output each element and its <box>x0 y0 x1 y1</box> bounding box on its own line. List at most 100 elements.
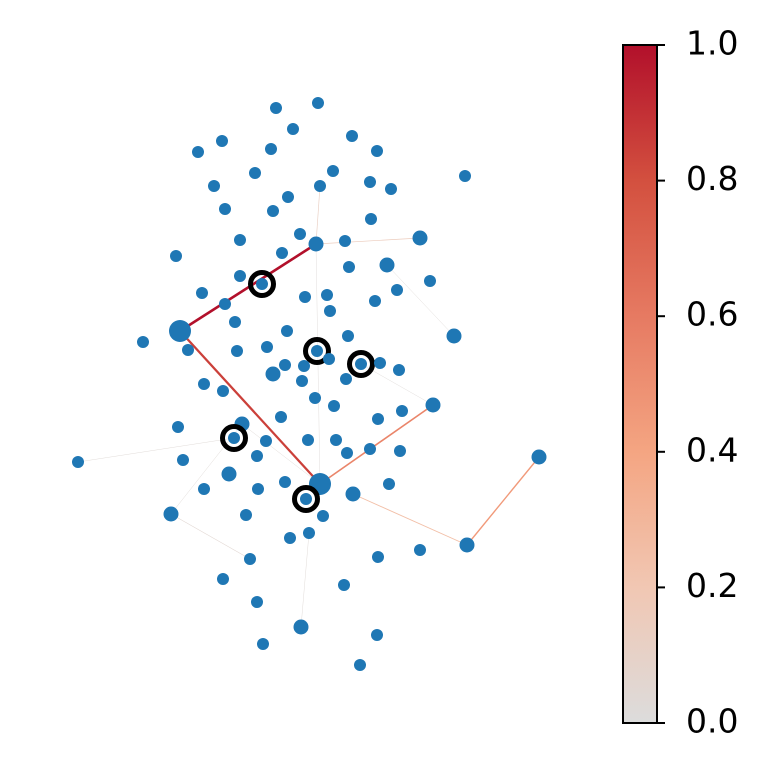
edge <box>352 493 468 546</box>
edge <box>241 423 321 485</box>
nodes <box>72 97 547 671</box>
node <box>531 449 547 465</box>
edge <box>300 532 310 628</box>
node <box>170 250 182 262</box>
node <box>265 143 277 155</box>
colorbar <box>622 44 658 724</box>
node <box>345 486 361 502</box>
node <box>244 553 256 565</box>
node <box>267 205 279 217</box>
node <box>346 130 358 142</box>
edge <box>386 264 455 337</box>
colorbar-tick-label: 1.0 <box>686 24 738 63</box>
node <box>221 466 237 482</box>
node <box>282 191 294 203</box>
node <box>279 359 291 371</box>
node <box>414 544 426 556</box>
node <box>217 573 229 585</box>
node <box>219 298 231 310</box>
node <box>394 445 406 457</box>
node <box>275 411 287 423</box>
node <box>425 397 441 413</box>
node <box>312 97 324 109</box>
node <box>302 434 314 446</box>
node <box>308 236 324 252</box>
node <box>446 328 462 344</box>
highlight-ring <box>303 337 331 365</box>
node <box>424 275 436 287</box>
edge <box>466 456 540 546</box>
node <box>311 345 323 357</box>
node <box>249 167 261 179</box>
node <box>393 364 405 376</box>
node <box>364 443 376 455</box>
node <box>298 360 310 372</box>
node <box>328 400 340 412</box>
node <box>163 506 179 522</box>
node <box>324 305 336 317</box>
node <box>72 456 84 468</box>
node <box>261 341 273 353</box>
node <box>369 295 381 307</box>
colorbar-tick-label: 0.4 <box>686 430 738 469</box>
node <box>256 278 268 290</box>
node <box>137 336 149 348</box>
node <box>252 483 264 495</box>
node <box>216 135 228 147</box>
node <box>371 145 383 157</box>
node <box>300 493 312 505</box>
colorbar-tick-label: 0.6 <box>686 295 738 334</box>
edge <box>179 330 321 485</box>
node <box>208 180 220 192</box>
node <box>279 476 291 488</box>
node <box>198 483 210 495</box>
node <box>371 629 383 641</box>
node <box>385 183 397 195</box>
highlight-ring <box>248 270 276 298</box>
node <box>265 366 281 382</box>
node <box>396 405 408 417</box>
node <box>383 478 395 490</box>
colorbar-tick-label: 0.2 <box>686 566 738 605</box>
node <box>342 330 354 342</box>
edge <box>179 242 317 333</box>
node <box>177 454 189 466</box>
node <box>341 447 353 459</box>
node <box>372 413 384 425</box>
node <box>296 375 308 387</box>
node <box>287 123 299 135</box>
node <box>459 537 475 553</box>
node <box>270 102 282 114</box>
colorbar-axis: 0.0 0.2 0.4 0.6 0.8 1.0 <box>657 24 738 741</box>
node <box>231 345 243 357</box>
node <box>379 257 395 273</box>
node <box>198 378 210 390</box>
node <box>284 532 296 544</box>
node <box>294 228 306 240</box>
node <box>240 509 252 521</box>
edges <box>77 185 540 628</box>
edge <box>315 185 321 245</box>
node <box>257 638 269 650</box>
node <box>217 385 229 397</box>
node <box>391 284 403 296</box>
node <box>314 180 326 192</box>
highlight-ring <box>220 424 248 452</box>
node <box>251 596 263 608</box>
node <box>234 234 246 246</box>
node <box>327 165 339 177</box>
node <box>276 247 288 259</box>
node <box>321 289 333 301</box>
node <box>364 176 376 188</box>
highlight-ring <box>347 350 375 378</box>
edge <box>170 513 251 560</box>
edge <box>319 404 434 485</box>
edge <box>315 237 421 245</box>
node <box>303 527 315 539</box>
node <box>374 357 386 369</box>
node <box>228 432 240 444</box>
node <box>229 316 241 328</box>
highlight-ring <box>292 485 320 513</box>
node <box>317 510 329 522</box>
node <box>412 230 428 246</box>
